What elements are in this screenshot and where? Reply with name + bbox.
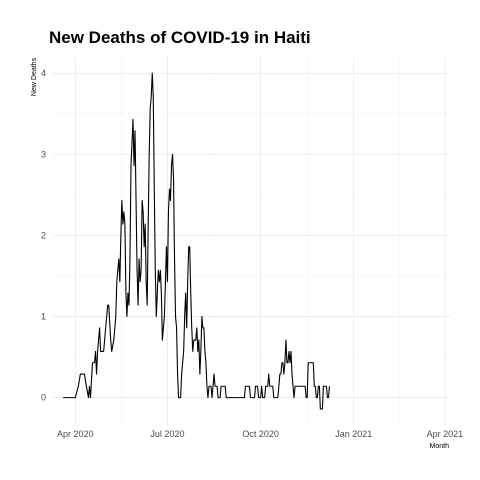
- x-tick-label: Apr 2020: [57, 429, 94, 439]
- y-tick-label: 1: [41, 312, 46, 322]
- y-axis-label: New Deaths: [31, 57, 38, 96]
- y-tick-label: 0: [41, 393, 46, 403]
- major-gridlines: [53, 57, 450, 426]
- x-tick-label: Jul 2020: [150, 429, 184, 439]
- x-axis-ticks: Apr 2020 Jul 2020 Oct 2020 Jan 2021 Apr 2021: [57, 429, 463, 439]
- chart-title: New Deaths of COVID-19 in Haiti: [49, 28, 311, 47]
- series-group: [63, 72, 331, 410]
- x-axis-label: Month: [430, 443, 450, 450]
- x-tick-label: Apr 2021: [427, 429, 464, 439]
- y-tick-label: 4: [41, 68, 46, 78]
- y-tick-label: 2: [41, 230, 46, 240]
- x-tick-label: Oct 2020: [242, 429, 279, 439]
- y-axis-ticks: 0 1 2 3 4: [41, 68, 46, 402]
- series-line: [63, 72, 331, 410]
- x-tick-label: Jan 2021: [335, 429, 372, 439]
- y-tick-label: 3: [41, 149, 46, 159]
